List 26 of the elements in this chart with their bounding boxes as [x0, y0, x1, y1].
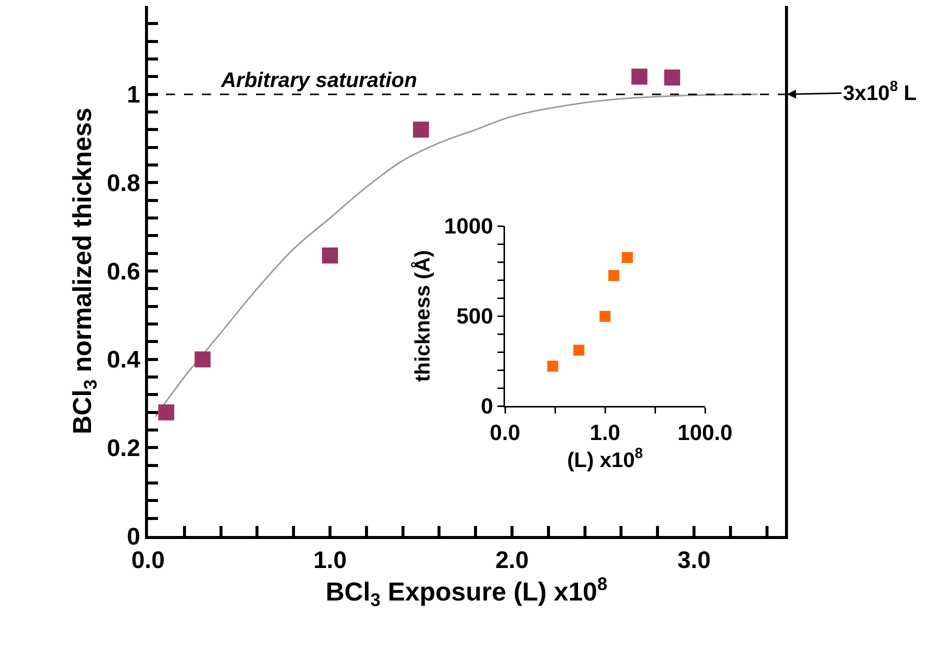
y-tick-label: 0.6 [106, 258, 140, 286]
x-tick-label: 3.0 [677, 546, 711, 574]
y-tick-label: 1 [126, 82, 140, 109]
x-tick-label: 100.0 [677, 420, 733, 445]
point [194, 351, 211, 368]
y-tick-label: 500 [456, 304, 494, 329]
x-tick-label: 2.0 [495, 546, 529, 574]
y-tick-label: 0.2 [106, 435, 140, 462]
point [413, 122, 429, 138]
ref-line-label: Arbitrary saturation [220, 69, 418, 92]
point [322, 248, 338, 264]
line-series [154, 94, 758, 418]
y-tick-label: 0 [480, 394, 494, 419]
x-tick-label: 0.0 [490, 420, 520, 445]
point [631, 68, 648, 85]
point [158, 404, 174, 420]
y-tick-label: 1000 [444, 214, 494, 239]
x-axis-title: (L) x10$^{8}$ [567, 446, 643, 472]
y-axis-title: thickness (Å) [410, 250, 435, 382]
x-tick-label: 1.0 [590, 420, 620, 445]
x-axis-title: BCl$_{3}$ Exposure (L) x10$^{8}$ [326, 574, 608, 610]
annotation: 3x10$^{8}$ L [843, 79, 917, 105]
x-tick-label: 1.0 [313, 546, 347, 574]
y-tick-label: 0.4 [106, 346, 141, 374]
point [664, 70, 680, 86]
y-tick-label: 0.8 [106, 170, 140, 198]
